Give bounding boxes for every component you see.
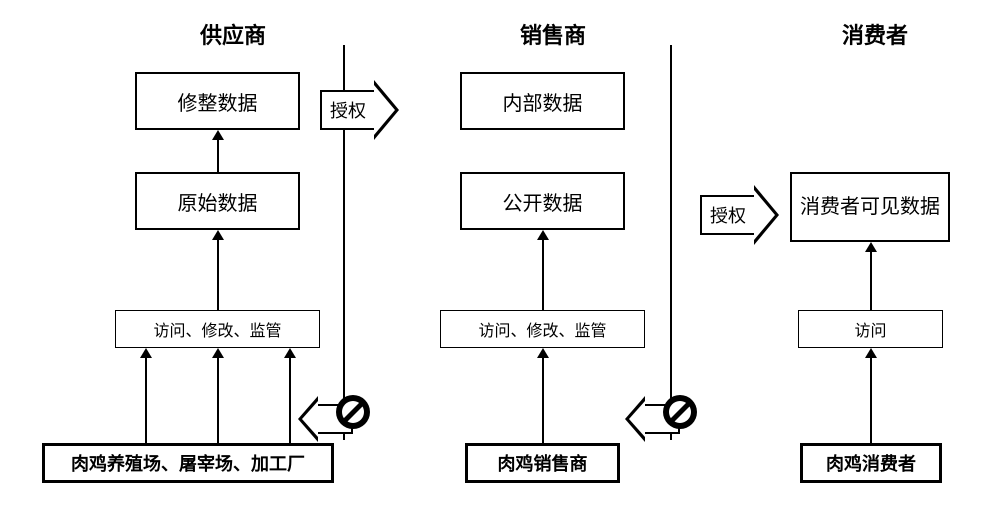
- authorize-arrow-2-point: [754, 185, 779, 245]
- box-raw-data: 原始数据: [135, 172, 300, 230]
- box-supplier-entities: 肉鸡养殖场、屠宰场、加工厂: [42, 443, 334, 483]
- authorize-arrow-1-point: [374, 80, 399, 140]
- prohibit-icon-2: [663, 395, 697, 429]
- authorize-arrow-1: 授权: [320, 80, 399, 140]
- divider-2: [670, 45, 672, 440]
- arrow-entity-to-ops-2-shaft: [217, 357, 219, 443]
- arrow-seller-ops-to-public-shaft: [542, 239, 544, 310]
- box-trimmed-data: 修整数据: [135, 72, 300, 130]
- prohibit-icon-1: [336, 395, 370, 429]
- arrow-consumer-ops-to-data-head: [865, 242, 877, 252]
- box-supplier-operations: 访问、修改、监管: [115, 310, 320, 348]
- arrow-raw-to-trimmed-head: [212, 130, 224, 140]
- arrow-entity-to-ops-1-head: [140, 348, 152, 358]
- authorize-arrow-1-label: 授权: [320, 90, 374, 130]
- arrow-seller-ops-to-public-head: [537, 230, 549, 240]
- arrow-ops-to-raw-head: [212, 230, 224, 240]
- prohibit-arrow-1-point: [298, 396, 318, 442]
- authorize-arrow-2: 授权: [700, 185, 779, 245]
- arrow-seller-entity-to-ops-shaft: [542, 357, 544, 443]
- header-supplier: 供应商: [200, 18, 266, 50]
- box-seller-entities: 肉鸡销售商: [465, 443, 620, 483]
- arrow-consumer-entity-to-ops-shaft: [870, 357, 872, 443]
- box-public-data: 公开数据: [460, 172, 625, 230]
- header-consumer: 消费者: [842, 18, 908, 50]
- arrow-entity-to-ops-2-head: [212, 348, 224, 358]
- arrow-consumer-ops-to-data-shaft: [870, 251, 872, 310]
- prohibit-arrow-2-point: [625, 396, 645, 442]
- arrow-seller-entity-to-ops-head: [537, 348, 549, 358]
- arrow-entity-to-ops-3-shaft: [289, 357, 291, 443]
- arrow-consumer-entity-to-ops-head: [865, 348, 877, 358]
- box-internal-data: 内部数据: [460, 72, 625, 130]
- arrow-entity-to-ops-1-shaft: [145, 357, 147, 443]
- box-consumer-visible-data: 消费者可见数据: [790, 172, 950, 242]
- box-consumer-operations: 访问: [798, 310, 943, 348]
- arrow-raw-to-trimmed-shaft: [217, 139, 219, 172]
- arrow-ops-to-raw-shaft: [217, 239, 219, 310]
- box-seller-operations: 访问、修改、监管: [440, 310, 645, 348]
- arrow-entity-to-ops-3-head: [284, 348, 296, 358]
- header-seller: 销售商: [520, 18, 586, 50]
- authorize-arrow-2-label: 授权: [700, 195, 754, 235]
- box-consumer-entities: 肉鸡消费者: [800, 443, 942, 483]
